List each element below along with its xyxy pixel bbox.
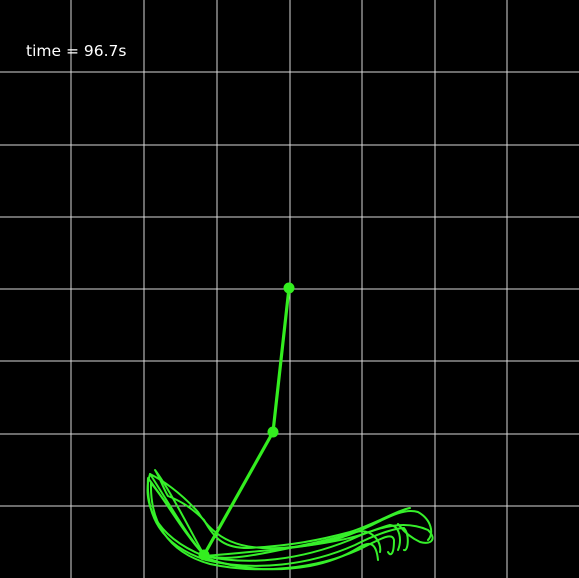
joint-dot (268, 427, 279, 438)
time-label: time = 96.7s (26, 42, 126, 60)
bob-dot (199, 550, 210, 561)
pivot-dot (284, 283, 295, 294)
